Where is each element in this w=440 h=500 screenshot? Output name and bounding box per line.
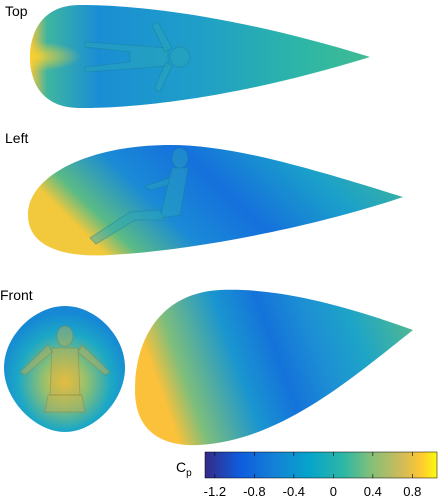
colorbar: [204, 451, 438, 479]
tick-label: 0.8: [403, 484, 421, 499]
colorbar-label: Cp: [176, 459, 192, 479]
tick-label: -1.2: [204, 484, 226, 499]
tick-label: -0.8: [243, 484, 265, 499]
tick-label: 0.4: [364, 484, 382, 499]
tick-label: -0.4: [283, 484, 305, 499]
view-label: Left: [5, 130, 28, 146]
human-top: [84, 21, 191, 93]
colorbar-ticks: -1.2 -0.8 -0.4 0 0.4 0.8: [204, 452, 421, 499]
colorbar-label-sub: p: [186, 468, 192, 479]
body-top-nose: [30, 5, 370, 108]
view-label: Front: [0, 287, 33, 303]
tick-label: 0: [330, 484, 337, 499]
human-left: [89, 147, 189, 245]
body-front-view: [4, 306, 125, 432]
view-label: Top: [5, 3, 28, 19]
body-left: [28, 145, 403, 256]
body-front: [135, 289, 413, 446]
human-front: [19, 325, 111, 413]
colorbar-label-main: C: [176, 459, 186, 475]
